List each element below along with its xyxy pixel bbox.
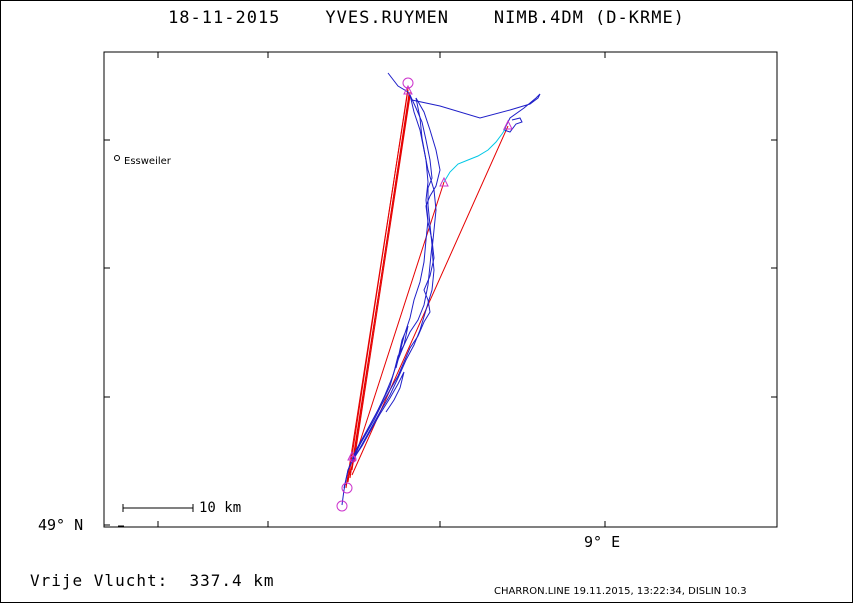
track-segment-2 [351,94,437,463]
track-segment-3 [351,97,441,463]
scale-bar-label: 10 km [199,500,242,516]
task-leg-6 [345,181,445,486]
turnpoint-triangle-1-icon [403,84,413,95]
task-leg-5 [353,95,411,463]
town-label: Essweiler [124,156,171,167]
distance-readout: Vrije Vlucht: 337.4 km [30,571,275,590]
longitude-label: 9° E [584,533,621,551]
map-border [103,51,778,528]
turnpoint-triangle-4-icon [347,450,357,461]
turnpoint-triangle-3-icon [503,119,513,130]
task-lines [345,87,509,489]
task-leg-4 [351,93,410,471]
scale-bar [122,504,194,512]
track-segment-5 [387,72,541,133]
latitude-label: 49° N [38,516,84,534]
task-leg-2 [347,87,409,483]
page-title: 18-11-2015 YVES.RUYMEN NIMB.4DM (D-KRME) [0,8,853,28]
track-segment-cyan [443,127,507,183]
turnpoints [336,77,513,512]
turnpoint-north-icon [402,77,414,89]
town-marker-icon [114,155,120,161]
turnpoint-triangle-2-icon [439,176,449,187]
finish-point-icon [341,482,353,494]
footer-info: CHARRON.LINE 19.11.2015, 13:22:34, DISLI… [494,586,747,597]
track-segment-4 [343,97,429,489]
pilot-name: YVES.RUYMEN [325,8,449,28]
start-point-icon [336,500,348,512]
flight-date: 18-11-2015 [168,8,281,28]
track-segment-6 [353,371,405,459]
flight-track [341,72,541,506]
axis-ticks [104,52,777,527]
glider-name: NIMB.4DM (D-KRME) [493,8,685,28]
